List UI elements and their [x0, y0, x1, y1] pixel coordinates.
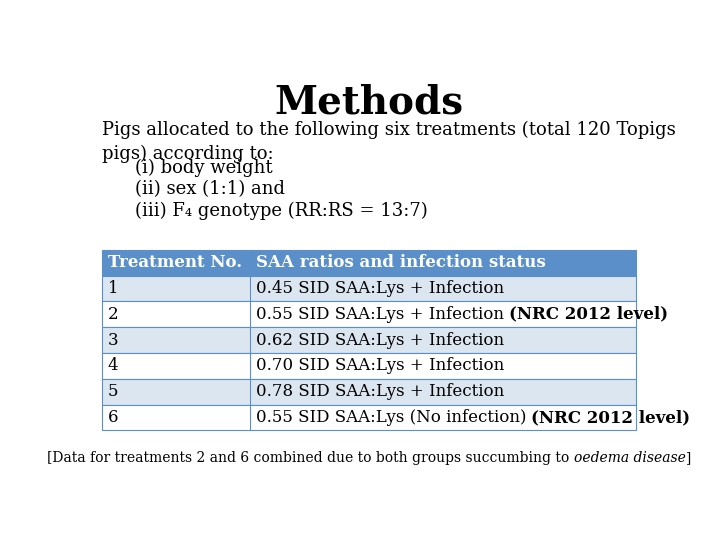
Text: SAA ratios and infection status: SAA ratios and infection status: [256, 254, 546, 271]
Text: Methods: Methods: [274, 84, 464, 122]
Text: 0.70 SID SAA:Lys + Infection: 0.70 SID SAA:Lys + Infection: [256, 357, 504, 374]
Text: 5: 5: [108, 383, 118, 400]
Bar: [102, 301, 636, 327]
Text: (NRC 2012 level): (NRC 2012 level): [531, 409, 690, 426]
Text: 6: 6: [108, 409, 118, 426]
Bar: [102, 250, 636, 275]
Bar: [102, 404, 636, 430]
Text: 0.55 SID SAA:Lys + Infection: 0.55 SID SAA:Lys + Infection: [256, 306, 509, 323]
Text: ]: ]: [685, 451, 691, 465]
Bar: [102, 327, 636, 353]
Text: 0.62 SID SAA:Lys + Infection: 0.62 SID SAA:Lys + Infection: [256, 332, 504, 348]
Text: 2: 2: [108, 306, 119, 323]
Text: [Data for treatments 2 and 6 combined due to both groups succumbing to: [Data for treatments 2 and 6 combined du…: [47, 451, 574, 465]
Text: Treatment No.: Treatment No.: [108, 254, 242, 271]
Text: 0.45 SID SAA:Lys + Infection: 0.45 SID SAA:Lys + Infection: [256, 280, 504, 297]
Text: Pigs allocated to the following six treatments (total 120 Topigs
pigs) according: Pigs allocated to the following six trea…: [102, 121, 676, 163]
Text: (iii) F₄ genotype (RR:RS = 13:7): (iii) F₄ genotype (RR:RS = 13:7): [135, 201, 428, 220]
Bar: [102, 379, 636, 404]
Text: (NRC 2012 level): (NRC 2012 level): [509, 306, 668, 323]
Text: 1: 1: [108, 280, 119, 297]
Text: 3: 3: [108, 332, 119, 348]
Text: (ii) sex (1:1) and: (ii) sex (1:1) and: [135, 180, 284, 198]
Bar: [102, 275, 636, 301]
Text: 0.55 SID SAA:Lys (No infection): 0.55 SID SAA:Lys (No infection): [256, 409, 531, 426]
Text: oedema disease: oedema disease: [574, 451, 685, 465]
Text: (i) body weight: (i) body weight: [135, 158, 272, 177]
Bar: [102, 353, 636, 379]
Text: 4: 4: [108, 357, 119, 374]
Text: 0.78 SID SAA:Lys + Infection: 0.78 SID SAA:Lys + Infection: [256, 383, 504, 400]
